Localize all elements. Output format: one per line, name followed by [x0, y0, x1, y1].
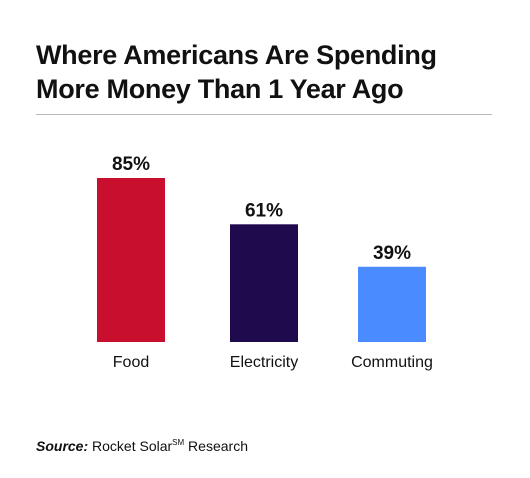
source-label: Source: — [36, 438, 89, 454]
bar-commuting — [358, 266, 426, 342]
service-mark: SM — [172, 438, 185, 447]
value-label-food: 85% — [112, 154, 150, 175]
value-label-commuting: 39% — [373, 243, 411, 264]
source-note: Source: Rocket SolarSM Research — [36, 438, 248, 454]
value-label-electricity: 61% — [245, 200, 283, 221]
chart-title-line-1: Where Americans Are Spending — [36, 40, 437, 70]
category-label-food: Food — [113, 354, 149, 371]
category-label-electricity: Electricity — [230, 354, 298, 371]
bar-electricity — [230, 224, 298, 342]
chart-title: Where Americans Are Spending More Money … — [36, 38, 506, 106]
category-label-commuting: Commuting — [351, 354, 433, 371]
source-text: Rocket Solar — [92, 438, 173, 454]
chart-title-line-2: More Money Than 1 Year Ago — [36, 74, 404, 104]
source-text-after: Research — [184, 438, 248, 454]
bar-food — [97, 178, 165, 342]
title-divider — [36, 114, 492, 115]
